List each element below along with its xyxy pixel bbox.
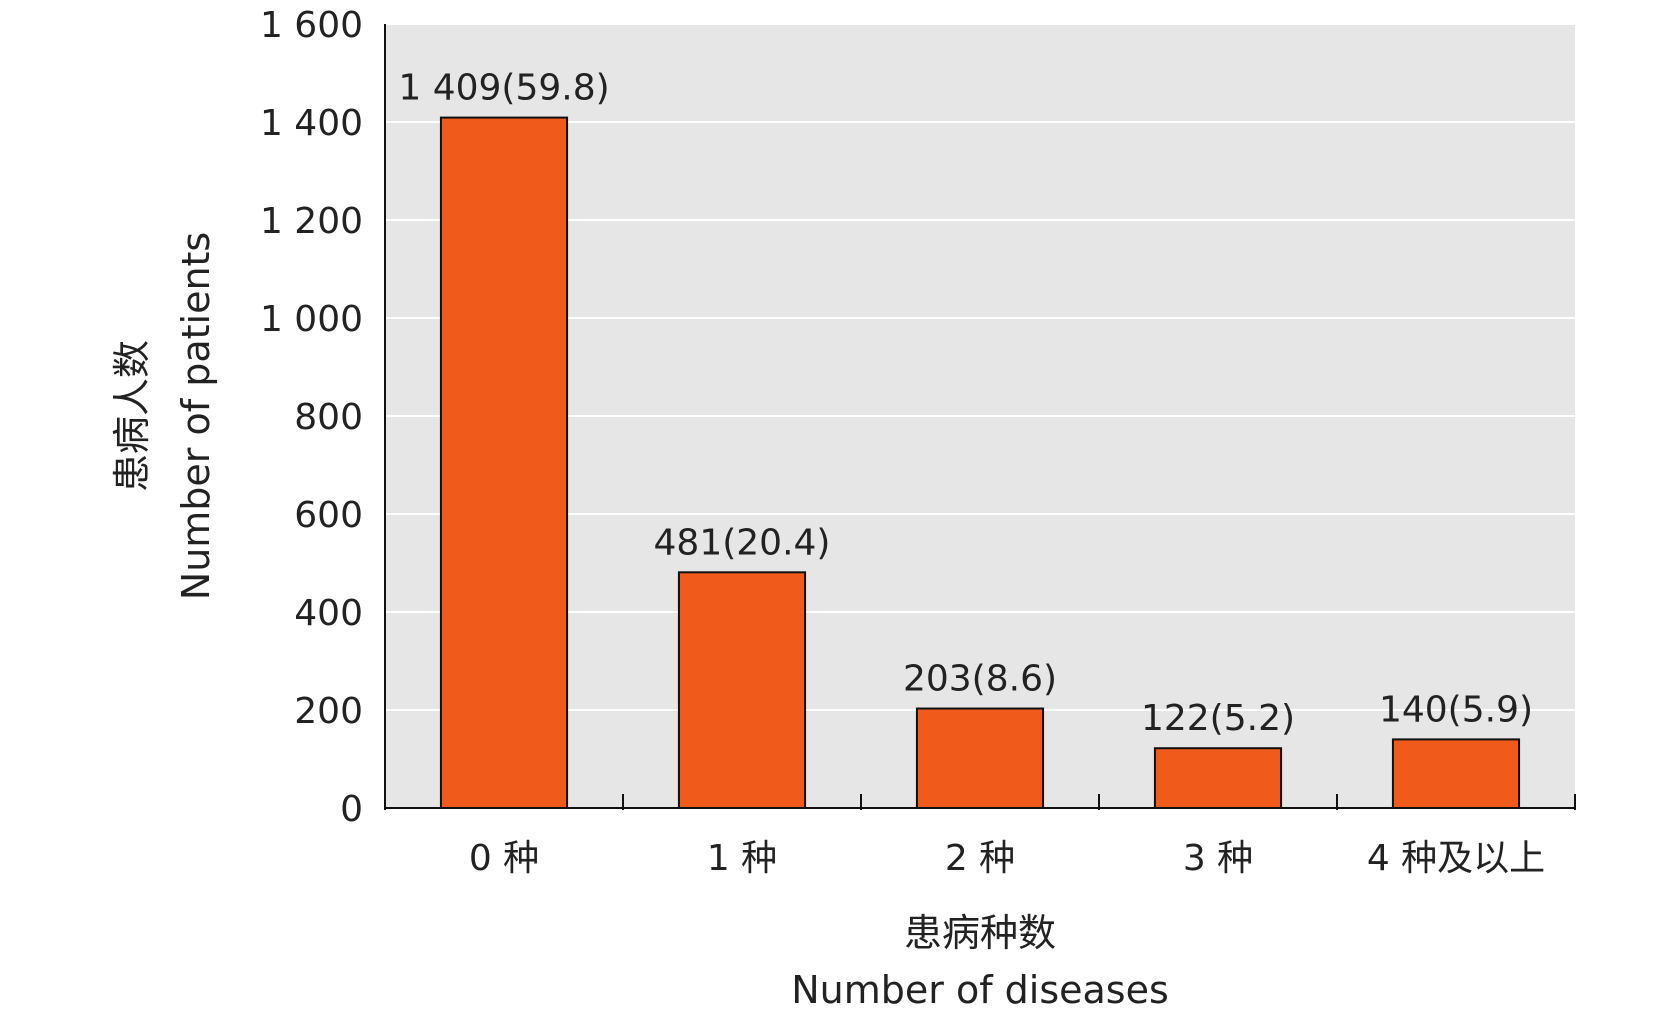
y-tick-label: 400 <box>294 593 363 634</box>
bar <box>1153 747 1283 809</box>
y-axis-title-en: Number of patients <box>174 232 218 600</box>
x-category-labels: 0 种 1 种 2 种 3 种 4 种及以上 <box>469 838 1545 879</box>
data-label: 481(20.4) <box>654 522 831 563</box>
x-category-label: 0 种 <box>469 838 539 879</box>
x-category-label: 4 种及以上 <box>1367 838 1545 879</box>
y-tick-label: 600 <box>294 495 363 536</box>
y-tick-label: 1 200 <box>260 201 363 242</box>
bar <box>1391 738 1521 810</box>
data-label: 1 409(59.8) <box>398 68 609 109</box>
x-axis-title: 患病种数 <box>904 911 1056 955</box>
y-tick-label: 0 <box>340 789 363 830</box>
gridlines <box>385 23 1575 711</box>
x-axis-title-en: Number of diseases <box>791 968 1169 1012</box>
y-axis-title: 患病人数 <box>110 340 154 492</box>
x-category-label: 1 种 <box>707 838 777 879</box>
data-label: 122(5.2) <box>1141 698 1295 739</box>
x-category-label: 3 种 <box>1183 838 1253 879</box>
data-label: 203(8.6) <box>903 659 1057 700</box>
data-labels: 1 409(59.8) 481(20.4) 203(8.6) 122(5.2) 140(… <box>398 68 1533 740</box>
y-tick-label: 1 400 <box>260 103 363 144</box>
y-tick-label: 1 000 <box>260 299 363 340</box>
data-label: 140(5.9) <box>1379 689 1533 730</box>
y-tick-label: 800 <box>294 397 363 438</box>
bars <box>439 116 1521 810</box>
y-tick-label: 200 <box>294 691 363 732</box>
bar <box>915 707 1045 810</box>
bar <box>439 116 569 809</box>
y-tick-labels: 0 200 400 600 800 1 000 1 200 1 400 1 600 <box>260 5 363 830</box>
x-category-label: 2 种 <box>945 838 1015 879</box>
bar <box>677 571 807 809</box>
y-tick-label: 1 600 <box>260 5 363 46</box>
axes <box>384 24 1576 810</box>
